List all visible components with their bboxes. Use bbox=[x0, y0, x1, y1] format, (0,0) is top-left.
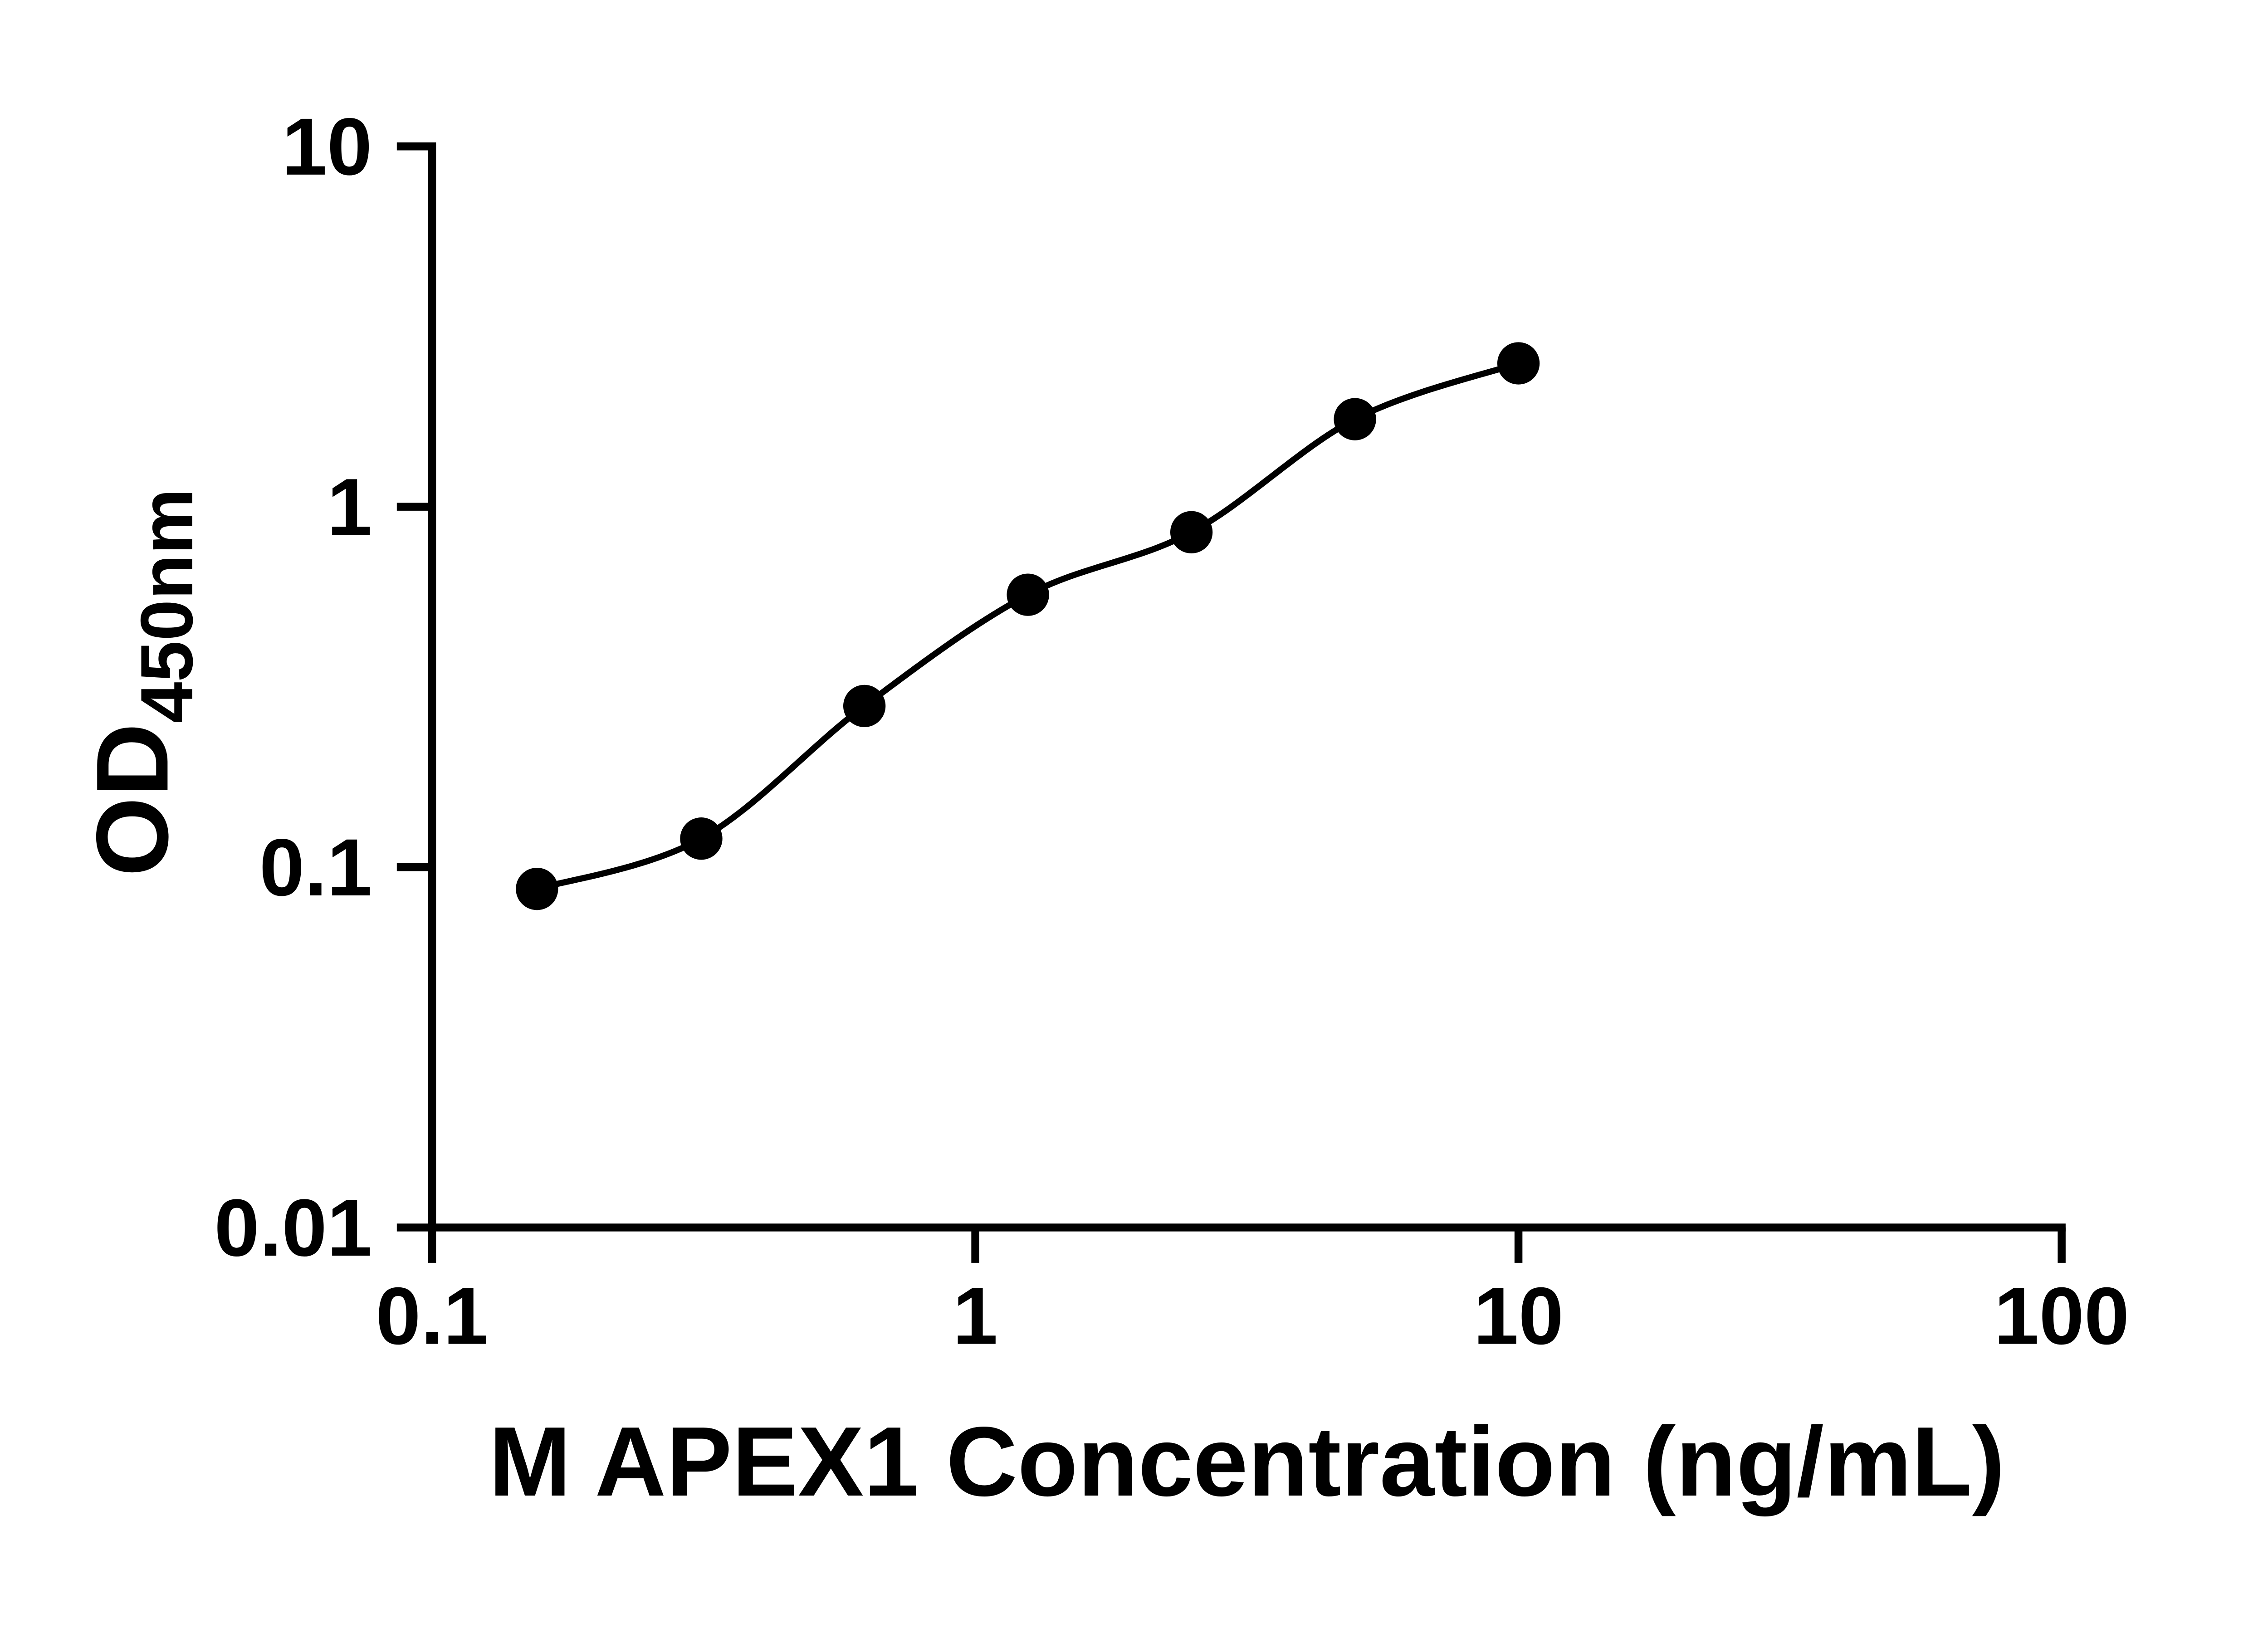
data-point bbox=[516, 868, 558, 910]
y-tick-label: 0.1 bbox=[259, 822, 372, 913]
axes-lines bbox=[428, 142, 2066, 1232]
y-tick-label: 1 bbox=[327, 461, 372, 552]
y-tick-label: 0.01 bbox=[214, 1182, 372, 1273]
x-tick-label: 10 bbox=[1473, 1271, 1564, 1361]
x-tick-label: 1 bbox=[953, 1271, 997, 1361]
y-axis-title-subscript: 450nm bbox=[125, 489, 208, 723]
x-tick-label: 0.1 bbox=[376, 1271, 489, 1361]
y-tick-label: 10 bbox=[282, 101, 372, 192]
x-axis-title: M APEX1 Concentration (ng/mL) bbox=[489, 1407, 2005, 1517]
y-axis-title-main: OD bbox=[75, 723, 189, 876]
x-tick-label: 100 bbox=[1994, 1271, 2129, 1361]
elisa-standard-curve-figure: 10 1 0.1 0.01 100 10 1 0.1 M APEX1 Concentratio… bbox=[75, 101, 2130, 1517]
y-axis-title: OD450nm bbox=[75, 489, 208, 877]
fit-curve bbox=[536, 360, 1520, 892]
